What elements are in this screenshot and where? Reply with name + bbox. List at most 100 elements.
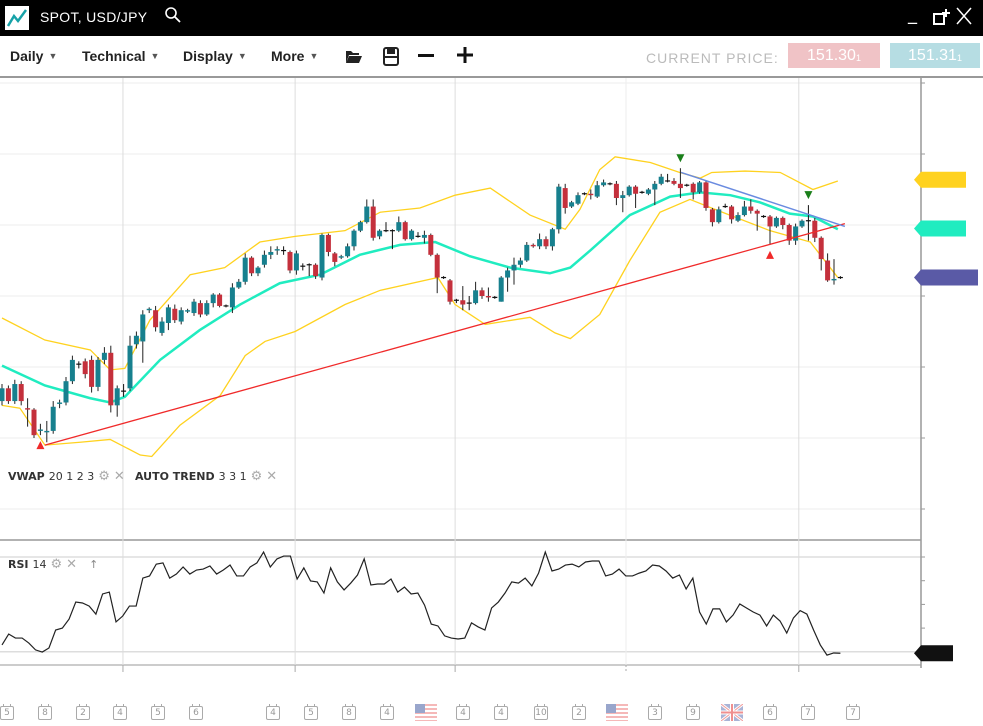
candle-body: [556, 186, 562, 230]
candle: [319, 233, 325, 281]
candle: [37, 423, 43, 436]
calendar-event-icon[interactable]: 5: [304, 704, 318, 720]
candle: [767, 215, 773, 245]
candle-body: [63, 381, 69, 403]
candle: [633, 185, 639, 208]
calendar-event-icon[interactable]: 2: [572, 704, 586, 720]
candle-body: [293, 253, 299, 271]
candle: [332, 251, 338, 267]
calendar-event-icon[interactable]: 4: [380, 704, 394, 720]
candle: [569, 200, 575, 208]
candle: [287, 250, 293, 274]
close-icon[interactable]: ✕: [113, 469, 125, 484]
candle-body: [741, 206, 747, 216]
candle: [268, 246, 274, 260]
swing-high-marker: [676, 154, 685, 163]
calendar-event-icon[interactable]: 2: [76, 704, 90, 720]
support-trend-line: [44, 222, 846, 446]
candle: [325, 233, 331, 257]
candle-body: [377, 230, 383, 237]
candle-body: [626, 186, 632, 196]
swing-low-marker: [766, 250, 774, 259]
close-icon[interactable]: ✕: [266, 469, 278, 484]
calendar-event-icon[interactable]: 10: [534, 704, 548, 720]
calendar-event-icon[interactable]: 3: [648, 704, 662, 720]
candle-body: [594, 185, 600, 197]
candle: [82, 358, 88, 379]
candle: [428, 233, 434, 257]
candle: [645, 188, 651, 196]
menu-technical[interactable]: Technical ▼: [82, 48, 159, 64]
gear-icon[interactable]: ⚙: [98, 469, 110, 484]
candle: [658, 173, 664, 186]
vwap-tag: [914, 220, 966, 237]
candle-body: [210, 294, 216, 304]
rsi-pane: [1, 550, 841, 656]
candle-body: [255, 267, 261, 274]
caret-down-icon: ▼: [150, 51, 160, 61]
swing-low-marker: [36, 441, 45, 450]
calendar-event-icon[interactable]: 9: [686, 704, 700, 720]
candle: [140, 310, 146, 363]
candle-body: [722, 205, 728, 208]
candle: [249, 256, 255, 277]
move-up-arrow-icon[interactable]: ↑: [89, 558, 99, 571]
calendar-event-icon[interactable]: 4: [456, 704, 470, 720]
menu-more[interactable]: More ▼: [271, 48, 318, 64]
candle-body: [338, 256, 344, 258]
candle: [217, 293, 223, 308]
uk-flag-icon[interactable]: [721, 704, 743, 721]
gear-icon[interactable]: ⚙: [250, 469, 263, 484]
menu-interval[interactable]: Daily ▼: [10, 48, 57, 64]
auto-trend-legend: AUTO TREND 3 3 1 ⚙ ✕: [135, 469, 277, 484]
us-flag-icon[interactable]: [606, 704, 628, 721]
menu-label: Display: [183, 48, 233, 64]
candle: [18, 381, 24, 406]
candle: [581, 192, 587, 196]
candle: [716, 206, 722, 224]
calendar-event-icon[interactable]: 8: [342, 704, 356, 720]
candle: [684, 183, 690, 187]
candle: [306, 263, 312, 277]
bid-price-button[interactable]: 151.301: [788, 43, 880, 68]
calendar-event-icon[interactable]: 7: [801, 704, 815, 720]
calendar-event-icon[interactable]: 4: [494, 704, 508, 720]
candle: [44, 420, 50, 443]
candle-body: [76, 363, 82, 365]
candle-body: [197, 303, 203, 315]
gear-icon[interactable]: ⚙: [50, 557, 63, 572]
ask-price-button[interactable]: 151.311: [890, 43, 980, 68]
calendar-event-icon[interactable]: 5: [151, 704, 165, 720]
vwap-line: [1, 191, 839, 404]
trend-lines: [36, 154, 846, 450]
last-price-tag-bg: [914, 269, 978, 286]
candle-body: [671, 180, 677, 184]
calendar-event-icon[interactable]: 6: [763, 704, 777, 720]
candle: [223, 304, 229, 308]
candle-body: [146, 308, 152, 311]
candle-body: [652, 183, 658, 190]
minimize-icon[interactable]: _: [908, 4, 917, 25]
candle: [338, 254, 344, 260]
calendar-event-icon[interactable]: 7: [846, 704, 860, 720]
candle-body: [325, 234, 331, 252]
candle: [677, 168, 683, 199]
candle: [460, 286, 466, 311]
candle: [69, 355, 75, 385]
calendar-event-icon[interactable]: 4: [266, 704, 280, 720]
menu-label: More: [271, 48, 305, 64]
close-icon[interactable]: ✕: [66, 557, 78, 572]
calendar-event-icon[interactable]: 6: [189, 704, 203, 720]
candle: [364, 199, 370, 224]
candle-body: [415, 235, 421, 237]
candle-body: [69, 359, 75, 382]
us-flag-icon[interactable]: [415, 704, 437, 721]
calendar-event-icon[interactable]: 5: [0, 704, 14, 720]
rsi-name: RSI: [8, 558, 29, 571]
calendar-event-icon[interactable]: 8: [38, 704, 52, 720]
calendar-event-icon[interactable]: 4: [113, 704, 127, 720]
candle: [588, 189, 594, 200]
menu-display[interactable]: Display ▼: [183, 48, 247, 64]
candle: [76, 361, 82, 369]
